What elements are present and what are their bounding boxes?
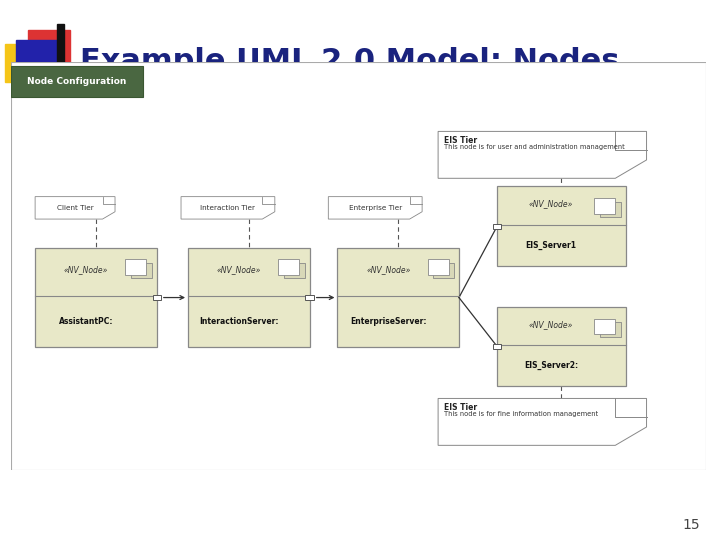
- Text: «NV_Node»: «NV_Node»: [366, 265, 410, 274]
- Bar: [284, 262, 305, 278]
- Text: This node is for fine information management: This node is for fine information manage…: [444, 411, 598, 417]
- Text: EIS_Server1: EIS_Server1: [526, 241, 577, 250]
- Bar: [428, 259, 449, 275]
- Text: AssistantPC:: AssistantPC:: [59, 317, 114, 326]
- Bar: [188, 248, 310, 348]
- Text: 15: 15: [683, 518, 700, 532]
- Bar: [5, 44, 47, 82]
- Polygon shape: [35, 197, 115, 219]
- Text: Interaction Tier: Interaction Tier: [200, 205, 256, 211]
- Text: This node is for user and administration management: This node is for user and administration…: [444, 145, 624, 151]
- Text: Client Tier: Client Tier: [57, 205, 94, 211]
- Bar: [498, 186, 626, 266]
- Bar: [153, 295, 161, 300]
- Text: EIS Tier: EIS Tier: [444, 403, 477, 413]
- Text: Example UML 2.0 Model: Nodes: Example UML 2.0 Model: Nodes: [80, 48, 619, 77]
- Text: «NV_Node»: «NV_Node»: [529, 199, 573, 208]
- Bar: [493, 344, 501, 349]
- Text: InteractionServer:: InteractionServer:: [199, 317, 279, 326]
- Text: «NV_Node»: «NV_Node»: [529, 320, 573, 329]
- Bar: [338, 248, 459, 348]
- Bar: [35, 248, 157, 348]
- Text: Enterprise Tier: Enterprise Tier: [348, 205, 402, 211]
- Bar: [16, 40, 58, 92]
- Bar: [11, 66, 143, 97]
- Bar: [600, 201, 621, 217]
- Bar: [131, 262, 152, 278]
- Bar: [493, 224, 501, 228]
- Bar: [279, 259, 299, 275]
- Bar: [595, 319, 616, 334]
- Text: Node Configuration: Node Configuration: [27, 77, 127, 86]
- Bar: [125, 259, 146, 275]
- Polygon shape: [328, 197, 422, 219]
- Bar: [600, 322, 621, 338]
- Text: EIS_Server2:: EIS_Server2:: [524, 361, 578, 370]
- Polygon shape: [438, 131, 647, 178]
- Bar: [57, 24, 64, 96]
- Text: EIS Tier: EIS Tier: [444, 136, 477, 145]
- Bar: [498, 307, 626, 386]
- Bar: [28, 30, 70, 68]
- Bar: [595, 198, 616, 214]
- Text: «NV_Node»: «NV_Node»: [217, 265, 261, 274]
- Text: EnterpriseServer:: EnterpriseServer:: [350, 317, 427, 326]
- Polygon shape: [181, 197, 275, 219]
- Text: «NV_Node»: «NV_Node»: [64, 265, 109, 274]
- Bar: [305, 295, 314, 300]
- Polygon shape: [438, 399, 647, 445]
- Bar: [433, 262, 454, 278]
